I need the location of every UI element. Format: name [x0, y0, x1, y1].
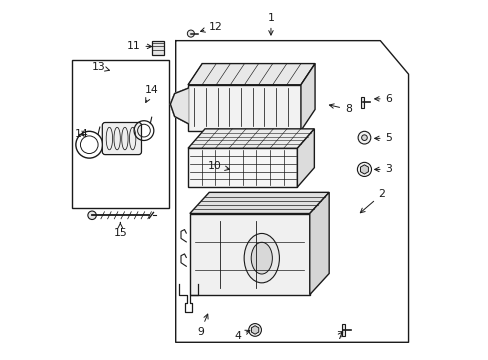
Text: 12: 12	[200, 22, 223, 32]
Circle shape	[88, 211, 96, 220]
Text: 5: 5	[374, 133, 392, 143]
Circle shape	[357, 162, 371, 176]
Text: 10: 10	[207, 161, 229, 171]
Polygon shape	[300, 64, 314, 131]
Text: 14: 14	[145, 85, 159, 103]
Text: 8: 8	[329, 104, 351, 114]
Text: 3: 3	[374, 165, 392, 174]
Text: 9: 9	[197, 314, 208, 337]
Ellipse shape	[244, 233, 279, 283]
Polygon shape	[170, 88, 188, 123]
Text: 15: 15	[113, 222, 127, 238]
Bar	[188, 85, 300, 131]
Text: 6: 6	[374, 94, 392, 104]
Text: 11: 11	[126, 41, 151, 51]
Circle shape	[357, 131, 370, 144]
Polygon shape	[189, 192, 328, 213]
Text: 13: 13	[92, 62, 109, 72]
Ellipse shape	[251, 242, 272, 274]
Text: 4: 4	[234, 330, 249, 341]
Text: 7: 7	[336, 331, 343, 341]
FancyBboxPatch shape	[102, 122, 141, 154]
Bar	[188, 148, 297, 187]
Polygon shape	[309, 192, 328, 294]
Bar	[360, 97, 364, 108]
Bar	[189, 213, 309, 294]
Bar	[341, 324, 345, 336]
Polygon shape	[188, 64, 314, 85]
Text: 14: 14	[75, 129, 89, 139]
Polygon shape	[188, 129, 314, 148]
Text: 2: 2	[360, 189, 385, 213]
Circle shape	[248, 324, 261, 336]
Bar	[151, 41, 164, 55]
Circle shape	[361, 135, 366, 140]
Text: 1: 1	[267, 13, 274, 35]
Bar	[71, 60, 168, 208]
Circle shape	[187, 30, 194, 37]
Polygon shape	[297, 129, 314, 187]
